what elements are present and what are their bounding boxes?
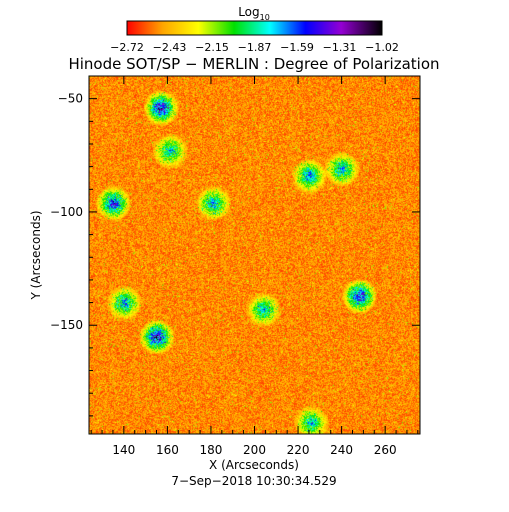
x-tick-label: 140 [112, 443, 135, 457]
y-tick-label: −50 [58, 92, 83, 106]
polarization-heatmap [89, 76, 420, 434]
y-axis: −50 −100 −150 [50, 75, 420, 417]
x-tick-label: 260 [374, 443, 397, 457]
y-tick-label: −100 [50, 205, 83, 219]
x-tick-label: 180 [199, 443, 222, 457]
x-axis: 140 160 180 200 220 240 260 [90, 76, 419, 457]
colorbar [126, 20, 383, 36]
y-axis-label: Y (Arcseconds) [29, 210, 43, 300]
colorbar-tick-label: −1.02 [365, 41, 399, 54]
colorbar-tick-label: −2.72 [110, 41, 144, 54]
x-axis-label: X (Arcseconds) [209, 458, 299, 472]
x-tick-label: 200 [243, 443, 266, 457]
colorbar-tick-label: −1.31 [323, 41, 357, 54]
y-tick-label: −150 [50, 318, 83, 332]
colorbar-tick-label: −2.15 [195, 41, 229, 54]
x-tick-label: 160 [156, 443, 179, 457]
colorbar-tick-label: −1.87 [238, 41, 272, 54]
timestamp: 7−Sep−2018 10:30:34.529 [171, 474, 336, 488]
colorbar-tick-labels: −2.72 −2.43 −2.15 −1.87 −1.59 −1.31 −1.02 [110, 41, 399, 54]
chart-title: Hinode SOT/SP − MERLIN : Degree of Polar… [68, 55, 439, 73]
colorbar-tick-label: −1.59 [280, 41, 314, 54]
x-tick-label: 240 [330, 443, 353, 457]
colorbar-tick-label: −2.43 [153, 41, 187, 54]
x-tick-label: 220 [287, 443, 310, 457]
colorbar-title: Log10 [238, 5, 270, 22]
